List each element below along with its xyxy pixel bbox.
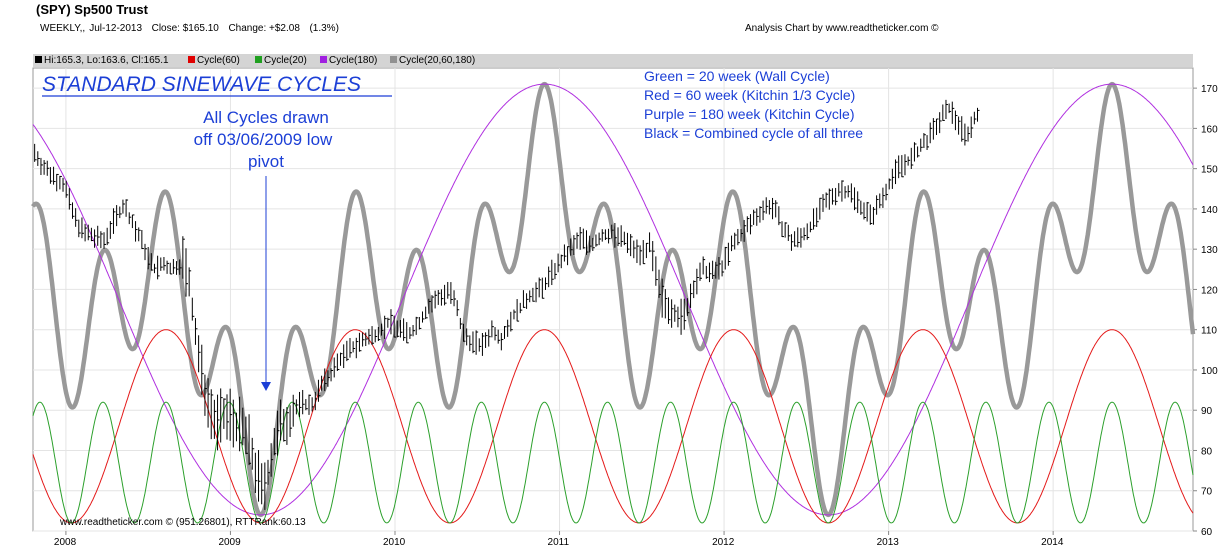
y-tick-label: 70 [1201,487,1213,498]
series-line-cycle-20- [32,401,1194,524]
legend-swatch-cycle20 [255,56,262,63]
y-tick-label: 80 [1201,446,1213,457]
change-pct-label: (1.3%) [309,23,339,34]
y-tick-label: 120 [1201,285,1218,296]
legend-cycle20: Cycle(20) [255,55,307,66]
y-tick-label: 150 [1201,165,1218,176]
legend-swatch-cycle180 [320,56,327,63]
legend-cycle180: Cycle(180) [320,55,377,66]
y-tick-label: 170 [1201,84,1218,95]
legend-swatch-combined [390,56,397,63]
chart-title: (SPY) Sp500 Trust [36,2,148,17]
x-tick-label: 2012 [712,537,735,548]
cycles-heading: STANDARD SINEWAVE CYCLES [42,73,361,96]
y-axis: 60 70 80 90 100 110 120 130 140 150 160 170 [1193,84,1218,538]
y-tick-label: 160 [1201,124,1218,135]
y-tick-label: 140 [1201,205,1218,216]
key-line-3: Purple = 180 week (Kitchin Cycle) [644,106,855,122]
y-tick-label: 60 [1201,527,1213,538]
date-label: Jul-12-2013 [89,23,143,34]
chart-credit: Analysis Chart by www.readtheticker.com … [745,23,939,34]
x-tick-label: 2009 [218,537,241,548]
x-tick-label: 2011 [548,537,570,548]
legend-price: Hi:165.3, Lo:163.6, Cl:165.1 [35,55,169,66]
note-line-3: pivot [248,152,284,171]
note-line-2: off 03/06/2009 low [194,130,333,149]
y-tick-label: 90 [1201,406,1213,417]
key-line-4: Black = Combined cycle of all three [644,125,863,141]
y-tick-label: 130 [1201,245,1218,256]
x-tick-label: 2008 [54,537,77,548]
series-line-cycle-60- [32,329,1194,524]
note-line-1: All Cycles drawn [203,108,329,127]
change-label: Change: +$2.08 [228,23,300,34]
legend-cycle60: Cycle(60) [188,55,240,66]
close-label: Close: $165.10 [151,23,219,34]
legend-combined: Cycle(20,60,180) [390,55,475,66]
key-line-1: Green = 20 week (Wall Cycle) [644,68,830,84]
y-tick-label: 110 [1201,326,1217,337]
y-tick-label: 100 [1201,366,1218,377]
chart-footer: www.readtheticker.com © (951.26801), RTT… [59,517,306,528]
note-arrow-head [261,382,271,391]
key-line-2: Red = 60 week (Kitchin 1/3 Cycle) [644,87,855,103]
series-line-cycle-20-60-180- [31,81,1196,518]
legend-bar: Hi:165.3, Lo:163.6, Cl:165.1 Cycle(60) C… [33,54,1193,67]
price-bars [34,99,980,510]
legend-price-label: Hi:165.3, Lo:163.6, Cl:165.1 [44,55,169,66]
legend-combined-label: Cycle(20,60,180) [399,55,476,66]
x-tick-label: 2013 [877,537,900,548]
period-label: WEEKLY,, [40,23,86,34]
legend-cycle60-label: Cycle(60) [197,55,240,66]
legend-cycle180-label: Cycle(180) [329,55,378,66]
series-line-cycle-180- [32,83,1194,516]
chart-subtitle: WEEKLY,, Jul-12-2013 Close: $165.10 Chang… [40,23,343,34]
x-tick-label: 2010 [383,537,406,548]
x-tick-label: 2014 [1041,537,1064,548]
legend-swatch-cycle60 [188,56,195,63]
series-layer [31,81,1196,524]
x-axis: 2008 2009 2010 2011 2012 2013 2014 [54,531,1064,548]
legend-cycle20-label: Cycle(20) [264,55,307,66]
legend-swatch-price [35,56,42,63]
